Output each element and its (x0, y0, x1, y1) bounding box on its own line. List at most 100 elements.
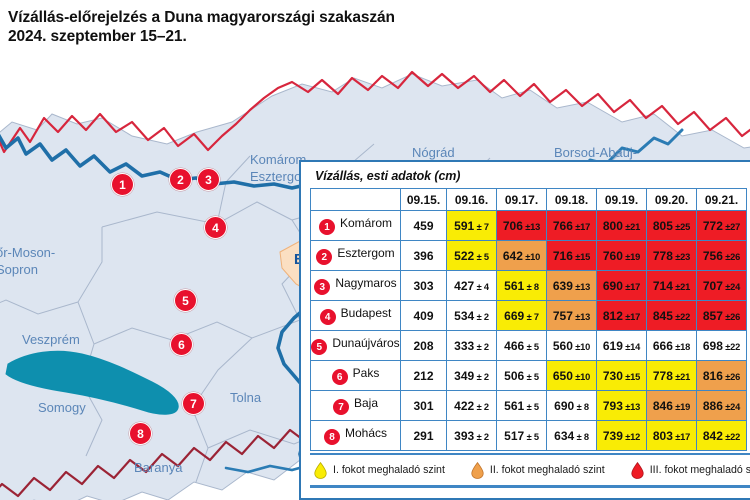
forecast-value: 349 (454, 368, 475, 383)
map-marker-3[interactable]: 3 (197, 168, 220, 191)
forecast-cell: 522 ± 5 (446, 240, 497, 271)
forecast-uncertainty: ±24 (722, 281, 741, 292)
forecast-cell: 642 ±10 (496, 240, 547, 271)
forecast-value: 422 (454, 398, 475, 413)
forecast-uncertainty: ±18 (672, 341, 691, 352)
county-label-borsod-abauj-zemplen-line1: Borsod-Abaúj- (554, 145, 637, 160)
forecast-cell: 757 ±13 (546, 300, 597, 331)
forecast-value: 466 (504, 338, 525, 353)
forecast-uncertainty: ± 2 (474, 401, 489, 412)
forecast-cell: 561 ± 8 (496, 270, 547, 301)
forecast-cell: 800 ±21 (596, 210, 647, 241)
forecast-value: 800 (602, 218, 623, 233)
map-marker-4[interactable]: 4 (204, 216, 227, 239)
forecast-value: 812 (602, 308, 623, 323)
forecast-uncertainty: ±10 (572, 341, 591, 352)
table-header-row: 09.15. 09.16. 09.17. 09.18. 09.19. 09.20. 09.2… (310, 188, 747, 211)
forecast-cell: 591 ± 7 (446, 210, 497, 241)
forecast-cell: 422 ± 2 (446, 390, 497, 421)
forecast-cell: 561 ± 5 (496, 390, 547, 421)
county-label-nograd: Nógrád (412, 145, 455, 160)
table-header-0915: 09.15. (400, 188, 447, 211)
forecast-value: 857 (702, 308, 723, 323)
forecast-value: 619 (602, 338, 623, 353)
forecast-cell: 803 ±17 (646, 420, 697, 451)
forecast-value: 760 (602, 248, 623, 263)
forecast-uncertainty: ±17 (672, 431, 691, 442)
station-badge-7: 7 (332, 399, 349, 416)
forecast-uncertainty: ± 5 (524, 401, 539, 412)
forecast-cell: 778 ±21 (646, 360, 697, 391)
forecast-uncertainty: ± 4 (474, 281, 489, 292)
forecast-uncertainty: ±22 (722, 341, 741, 352)
forecast-uncertainty: ±17 (572, 221, 591, 232)
table-row: 2 Esztergom 396 522 ± 5 642 ±10 716 ±15 760 ±1… (310, 240, 747, 271)
station-badge-6: 6 (331, 369, 348, 386)
map-marker-6[interactable]: 6 (170, 333, 193, 356)
forecast-value: 642 (502, 248, 523, 263)
table-header-0918: 09.18. (546, 188, 597, 211)
forecast-uncertainty: ± 5 (524, 431, 539, 442)
observed-value: 396 (400, 240, 447, 271)
map-marker-7[interactable]: 7 (182, 392, 205, 415)
forecast-uncertainty: ±19 (672, 401, 691, 412)
forecast-uncertainty: ±24 (722, 401, 741, 412)
forecast-cell: 760 ±19 (596, 240, 647, 271)
station-cell-dunaújváros: 5 Dunaújváros (310, 330, 401, 361)
map-marker-2[interactable]: 2 (169, 168, 192, 191)
forecast-uncertainty: ± 5 (524, 371, 539, 382)
map-marker-8[interactable]: 8 (129, 422, 152, 445)
forecast-uncertainty: ± 5 (474, 251, 489, 262)
forecast-uncertainty: ± 8 (574, 401, 589, 412)
table-header: 09.15. 09.16. 09.17. 09.18. 09.19. 09.20. 09.2… (310, 188, 747, 211)
forecast-cell: 716 ±15 (546, 240, 597, 271)
station-name: Komárom (339, 215, 392, 230)
forecast-value: 591 (454, 218, 475, 233)
forecast-value: 757 (552, 308, 573, 323)
forecast-uncertainty: ± 2 (474, 431, 489, 442)
map-marker-1[interactable]: 1 (111, 173, 134, 196)
forecast-uncertainty: ±13 (572, 311, 591, 322)
forecast-uncertainty: ±17 (622, 281, 641, 292)
forecast-uncertainty: ± 8 (524, 281, 539, 292)
forecast-value: 639 (552, 278, 573, 293)
station-name: Dunaújváros (332, 335, 400, 350)
station-badge-4: 4 (319, 309, 336, 326)
forecast-uncertainty: ±17 (622, 311, 641, 322)
observed-value: 291 (400, 420, 447, 451)
county-label-baranya: Baranya (134, 460, 183, 475)
title-line-2: 2024. szeptember 15–21. (8, 28, 187, 45)
station-name: Budapest (340, 305, 392, 320)
map-marker-5[interactable]: 5 (174, 289, 197, 312)
station-name: Nagymaros (335, 275, 397, 290)
forecast-cell: 619 ±14 (596, 330, 647, 361)
forecast-cell: 766 ±17 (546, 210, 597, 241)
forecast-value: 772 (702, 218, 723, 233)
forecast-uncertainty: ±13 (522, 221, 541, 232)
forecast-value: 561 (504, 278, 525, 293)
forecast-uncertainty: ±23 (672, 251, 691, 262)
forecast-cell: 560 ±10 (546, 330, 597, 361)
water-drop-icon (471, 461, 484, 479)
forecast-uncertainty: ±14 (622, 341, 641, 352)
forecast-uncertainty: ± 7 (474, 221, 489, 232)
forecast-value: 560 (552, 338, 573, 353)
forecast-uncertainty: ±21 (622, 221, 641, 232)
forecast-uncertainty: ± 2 (474, 341, 489, 352)
forecast-cell: 706 ±13 (496, 210, 547, 241)
forecast-value: 506 (504, 368, 525, 383)
forecast-cell: 698 ±22 (696, 330, 747, 361)
forecast-cell: 690 ± 8 (546, 390, 597, 421)
forecast-value: 714 (652, 278, 673, 293)
forecast-cell: 427 ± 4 (446, 270, 497, 301)
forecast-uncertainty: ±19 (622, 251, 641, 262)
station-cell-nagymaros: 3 Nagymaros (310, 270, 401, 301)
forecast-value: 803 (652, 428, 673, 443)
forecast-value: 778 (652, 248, 673, 263)
forecast-cell: 812 ±17 (596, 300, 647, 331)
forecast-value: 427 (454, 278, 475, 293)
table-body: 1 Komárom 459 591 ± 7 706 ±13 766 ±17 800 ±21 8… (310, 210, 747, 451)
observed-value: 409 (400, 300, 447, 331)
forecast-uncertainty: ± 5 (524, 341, 539, 352)
forecast-uncertainty: ±26 (722, 311, 741, 322)
